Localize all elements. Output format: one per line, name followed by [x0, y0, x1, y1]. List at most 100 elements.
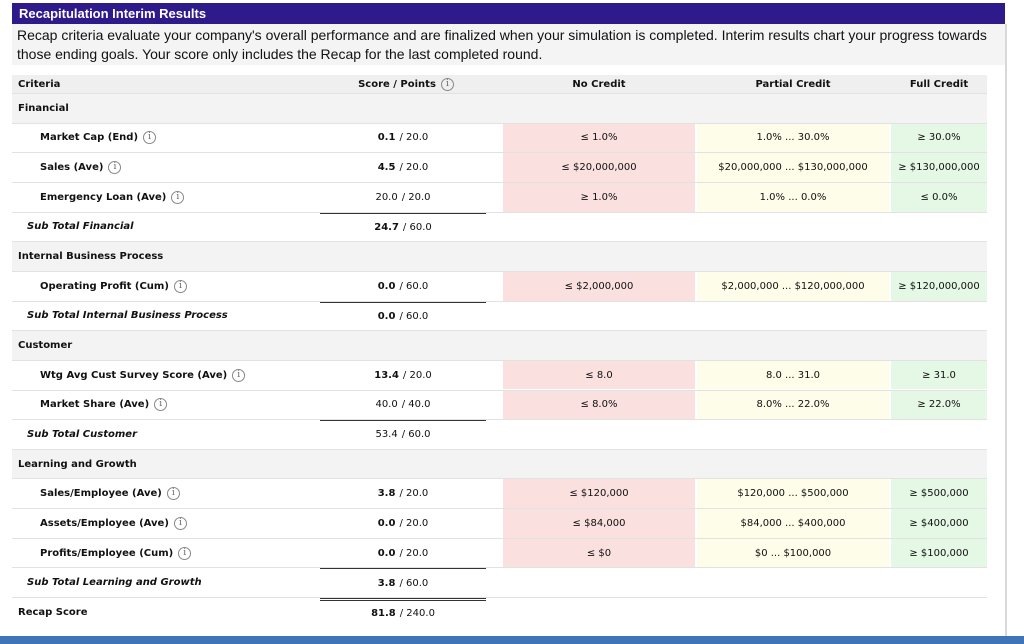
item-row: Emergency Loan (Ave) i 20.0/ 20.0 ≥ 1.0% 1.0… — [12, 181, 987, 212]
score-value: 40.0 — [375, 399, 398, 411]
subtotal-row: Sub Total Customer 53.4/ 60.0 — [12, 419, 987, 449]
item-row: Assets/Employee (Ave) i 0.0/ 20.0 ≤ $84,000… — [12, 508, 987, 538]
criteria-cell: Profits/Employee (Cum) i — [40, 539, 310, 568]
criteria-label: Sub Total Customer — [27, 428, 137, 440]
threshold: ≤ 1.0% — [580, 132, 618, 144]
partial-credit-cell: $84,000 ... $400,000 — [697, 509, 889, 538]
score-cell: 81.8/ 240.0 — [320, 598, 486, 627]
item-row: Profits/Employee (Cum) i 0.0/ 20.0 ≤ $0 $0 .… — [12, 537, 987, 568]
score-out-of: / 60.0 — [399, 310, 429, 322]
criteria-cell: Financial — [18, 94, 310, 123]
score-out-of: / 240.0 — [399, 608, 435, 620]
item-row: Market Cap (End) i 0.1/ 20.0 ≤ 1.0% 1.0% ...… — [12, 122, 987, 153]
column-header: No Credit — [503, 75, 695, 93]
header-row: Criteria Score / Points i No Credit Partial … — [12, 75, 987, 93]
score-out-of: / 20.0 — [399, 132, 429, 144]
column-header: Full Credit — [891, 75, 987, 93]
criteria-label: Profits/Employee (Cum) — [40, 547, 174, 559]
criteria-label: Customer — [18, 340, 73, 351]
threshold: $0 ... $100,000 — [754, 547, 832, 559]
criteria-cell: Emergency Loan (Ave) i — [40, 183, 310, 212]
full-credit-cell: ≥ $100,000 — [891, 538, 987, 568]
criteria-cell: Wtg Avg Cust Survey Score (Ave) i — [40, 361, 310, 390]
threshold: ≥ 22.0% — [917, 399, 961, 411]
threshold: ≤ $84,000 — [572, 517, 626, 529]
threshold: ≥ 31.0 — [922, 369, 956, 381]
criteria-label: Assets/Employee (Ave) — [40, 517, 169, 529]
criteria-cell: Sub Total Customer — [27, 420, 310, 449]
threshold: ≤ 0.0% — [920, 191, 958, 203]
threshold: $2,000,000 ... $120,000,000 — [721, 280, 865, 292]
threshold: ≥ $130,000,000 — [898, 162, 980, 174]
section-row: Financial — [12, 93, 987, 123]
column-header: Criteria — [18, 75, 316, 93]
score-value: 3.8 — [377, 488, 396, 500]
full-credit-cell: ≥ $130,000,000 — [891, 153, 987, 182]
criteria-label: Wtg Avg Cust Survey Score (Ave) — [40, 369, 228, 381]
subtotal-row: Sub Total Internal Business Process 0.0/ … — [12, 300, 987, 331]
footer-bar — [0, 636, 1024, 644]
no-credit-cell: ≤ $84,000 — [503, 509, 695, 538]
score-out-of: / 60.0 — [399, 577, 429, 589]
partial-credit-cell: $2,000,000 ... $120,000,000 — [697, 271, 889, 301]
threshold: ≤ 8.0 — [585, 369, 613, 381]
section-row: Learning and Growth — [12, 448, 987, 479]
score-value: 20.0 — [375, 191, 398, 203]
threshold: $20,000,000 ... $130,000,000 — [718, 162, 868, 174]
info-icon[interactable]: i — [171, 190, 185, 204]
threshold: ≤ $0 — [586, 547, 612, 559]
score-cell: 0.0/ 20.0 — [320, 509, 486, 538]
score-value: 0.0 — [377, 280, 396, 292]
criteria-cell: Customer — [18, 331, 310, 360]
partial-credit-cell: $20,000,000 ... $130,000,000 — [697, 153, 889, 182]
criteria-cell: Internal Business Process — [18, 242, 310, 271]
criteria-label: Sub Total Financial — [27, 221, 134, 233]
section-row: Customer — [12, 330, 987, 360]
criteria-label: Sub Total Internal Business Process — [27, 310, 228, 322]
score-out-of: / 60.0 — [401, 429, 431, 441]
no-credit-cell: ≤ $2,000,000 — [503, 271, 695, 301]
item-row: Market Share (Ave) i 40.0/ 40.0 ≤ 8.0% 8.0% … — [12, 389, 987, 420]
score-cell: 3.8/ 20.0 — [320, 479, 486, 508]
info-icon[interactable]: i — [440, 77, 454, 91]
criteria-label: Financial — [18, 102, 69, 114]
item-row: Wtg Avg Cust Survey Score (Ave) i 13.4/ 20… — [12, 359, 987, 390]
criteria-cell: Learning and Growth — [18, 450, 310, 479]
score-cell: 20.0/ 20.0 — [320, 183, 486, 212]
score-value: 24.7 — [374, 221, 399, 233]
score-out-of: / 60.0 — [399, 280, 429, 292]
score-value: 53.4 — [375, 429, 398, 441]
partial-credit-cell: 1.0% ... 30.0% — [697, 123, 889, 153]
section-row: Internal Business Process — [12, 241, 987, 271]
threshold: ≤ $120,000 — [569, 488, 629, 500]
info-icon[interactable]: i — [108, 161, 122, 175]
threshold: ≥ 30.0% — [917, 132, 961, 144]
threshold: ≤ $2,000,000 — [564, 280, 634, 292]
criteria-cell: Operating Profit (Cum) i — [40, 272, 310, 301]
column-label: Score / Points — [358, 78, 436, 90]
info-icon[interactable]: i — [232, 368, 246, 382]
info-icon[interactable]: i — [173, 279, 187, 293]
full-credit-cell: ≥ $400,000 — [891, 509, 987, 538]
criteria-label: Sales (Ave) — [40, 162, 104, 174]
score-value: 3.8 — [377, 577, 396, 589]
partial-credit-cell: $120,000 ... $500,000 — [697, 479, 889, 509]
info-icon[interactable]: i — [154, 398, 168, 412]
partial-credit-cell: 8.0% ... 22.0% — [697, 390, 889, 420]
column-label: No Credit — [572, 78, 626, 90]
score-out-of: / 60.0 — [402, 221, 432, 233]
subtotal-row: Sub Total Learning and Growth 3.8/ 60.0 — [12, 567, 987, 598]
info-icon[interactable]: i — [143, 131, 157, 145]
score-cell: 0.1/ 20.0 — [320, 124, 486, 153]
threshold: ≥ 1.0% — [580, 191, 618, 203]
full-credit-cell: ≥ 22.0% — [891, 390, 987, 420]
full-credit-cell: ≥ 30.0% — [891, 123, 987, 153]
item-row: Sales (Ave) i 4.5/ 20.0 ≤ $20,000,000 $20,00… — [12, 152, 987, 182]
score-cell: 0.0/ 60.0 — [320, 272, 486, 301]
info-icon[interactable]: i — [173, 516, 187, 530]
total-row: Recap Score 81.8/ 240.0 — [12, 597, 987, 627]
score-value: 0.0 — [377, 517, 396, 529]
score-value: 13.4 — [374, 369, 399, 381]
info-icon[interactable]: i — [178, 546, 192, 560]
info-icon[interactable]: i — [166, 487, 180, 501]
